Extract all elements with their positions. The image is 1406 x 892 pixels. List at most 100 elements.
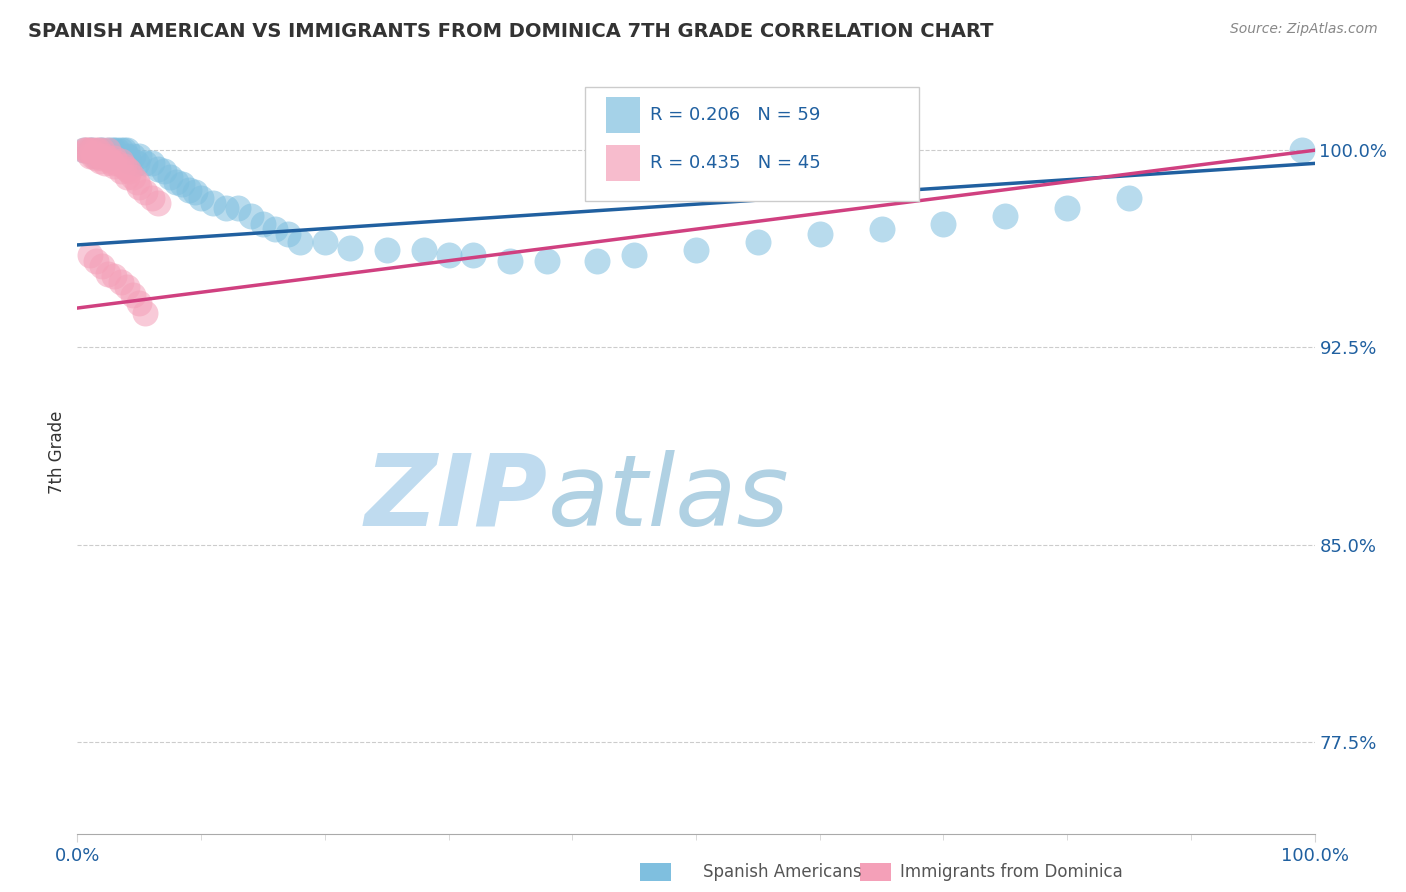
Text: SPANISH AMERICAN VS IMMIGRANTS FROM DOMINICA 7TH GRADE CORRELATION CHART: SPANISH AMERICAN VS IMMIGRANTS FROM DOMI… <box>28 22 994 41</box>
Point <box>172 178 194 192</box>
Point <box>105 156 128 170</box>
Point <box>91 151 114 165</box>
Point <box>808 227 831 242</box>
Point <box>1291 143 1313 157</box>
Point <box>89 153 111 168</box>
Point <box>91 259 114 273</box>
Point <box>72 143 94 157</box>
Point <box>1056 201 1078 215</box>
Point <box>375 243 398 257</box>
Point <box>110 143 132 157</box>
Point <box>141 191 163 205</box>
Point <box>141 156 163 170</box>
Point <box>97 151 120 165</box>
Point <box>226 201 249 215</box>
Point <box>412 243 434 257</box>
Point <box>314 235 336 250</box>
Point <box>870 222 893 236</box>
Point <box>277 227 299 242</box>
Point <box>118 164 141 178</box>
Point <box>87 143 110 157</box>
Point <box>190 191 212 205</box>
Text: R = 0.206   N = 59: R = 0.206 N = 59 <box>650 106 821 124</box>
Point <box>146 161 169 176</box>
Point <box>623 248 645 262</box>
Y-axis label: 7th Grade: 7th Grade <box>48 411 66 494</box>
Point <box>82 148 104 162</box>
Point <box>79 143 101 157</box>
Point <box>105 143 128 157</box>
Point <box>153 164 176 178</box>
Point <box>437 248 460 262</box>
FancyBboxPatch shape <box>606 96 640 133</box>
Point <box>184 186 207 200</box>
Point <box>125 156 148 170</box>
Point <box>103 269 125 284</box>
Point <box>115 143 138 157</box>
Point <box>97 143 120 157</box>
Point <box>91 143 114 157</box>
Point <box>134 306 156 320</box>
Point <box>82 143 104 157</box>
Point <box>122 148 145 162</box>
Point <box>110 275 132 289</box>
Point <box>110 153 132 168</box>
Point <box>103 148 125 162</box>
Point <box>134 156 156 170</box>
Point <box>75 143 97 157</box>
Point <box>536 253 558 268</box>
Point <box>84 143 107 157</box>
Point <box>128 295 150 310</box>
Point <box>463 248 485 262</box>
Point <box>103 143 125 157</box>
Point <box>79 143 101 157</box>
Point <box>202 195 225 210</box>
Point <box>339 241 361 255</box>
FancyBboxPatch shape <box>606 145 640 181</box>
Point <box>115 148 138 162</box>
Point <box>82 143 104 157</box>
Point <box>177 183 200 197</box>
Point <box>165 175 187 189</box>
Point <box>91 143 114 157</box>
Point <box>239 209 262 223</box>
Point <box>994 209 1017 223</box>
Point <box>115 280 138 294</box>
Point <box>89 148 111 162</box>
Point <box>122 169 145 184</box>
Point <box>93 156 115 170</box>
Point <box>134 186 156 200</box>
Point <box>76 143 98 157</box>
Point <box>103 159 125 173</box>
Point <box>288 235 311 250</box>
Point <box>93 148 115 162</box>
Point <box>122 288 145 302</box>
Point <box>125 175 148 189</box>
Point <box>118 153 141 168</box>
Point <box>79 248 101 262</box>
Point <box>747 235 769 250</box>
Point <box>264 222 287 236</box>
Point <box>115 169 138 184</box>
Point <box>97 143 120 157</box>
Point <box>97 151 120 165</box>
Text: Spanish Americans: Spanish Americans <box>703 863 862 881</box>
Point <box>100 153 122 168</box>
Text: Source: ZipAtlas.com: Source: ZipAtlas.com <box>1230 22 1378 37</box>
Point <box>586 253 609 268</box>
Text: R = 0.435   N = 45: R = 0.435 N = 45 <box>650 154 821 172</box>
Point <box>499 253 522 268</box>
Text: ZIP: ZIP <box>364 450 547 547</box>
Point <box>215 201 238 215</box>
Point <box>79 148 101 162</box>
Point <box>1118 191 1140 205</box>
Text: atlas: atlas <box>547 450 789 547</box>
Point <box>84 253 107 268</box>
Point <box>112 143 135 157</box>
Point <box>115 161 138 176</box>
Point <box>84 151 107 165</box>
Point <box>89 143 111 157</box>
Point <box>97 267 120 281</box>
Point <box>112 159 135 173</box>
Point <box>84 148 107 162</box>
